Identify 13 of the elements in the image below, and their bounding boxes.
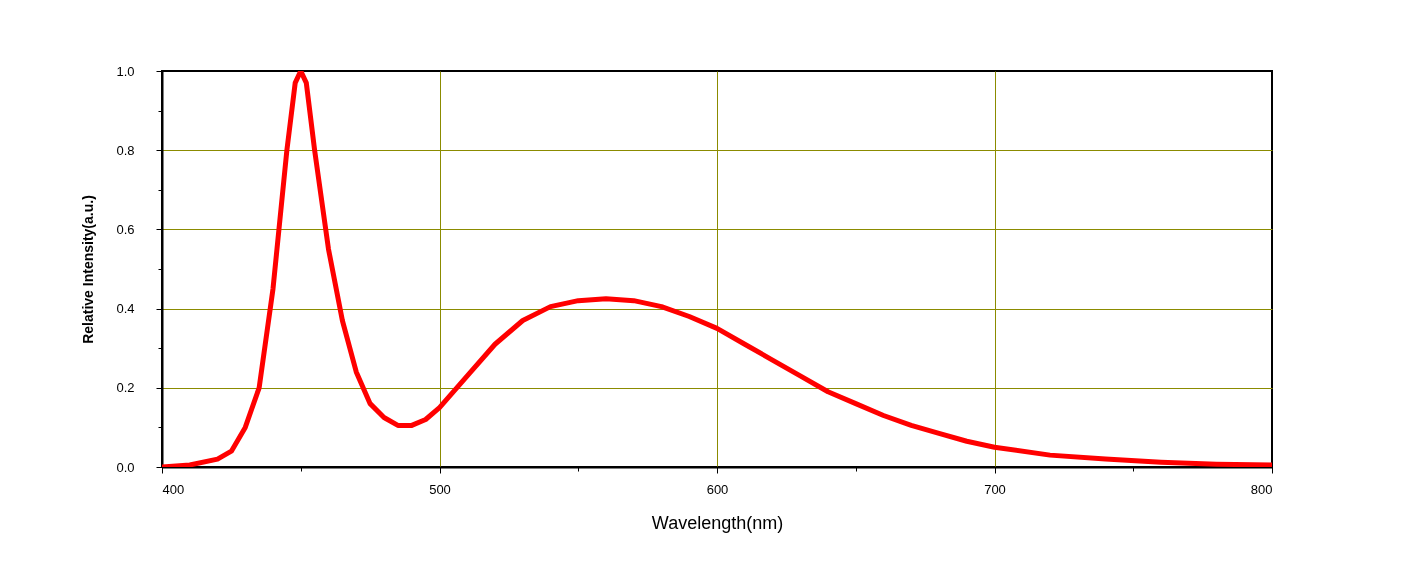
x-axis-title: Wavelength(nm) bbox=[651, 512, 784, 533]
y-axis-title: Relative Intensity(a.u.) bbox=[80, 195, 97, 344]
y-tick-label: 1.0 bbox=[116, 63, 135, 79]
y-tick-label: 0.8 bbox=[116, 142, 135, 158]
x-tick-label: 700 bbox=[984, 481, 1006, 497]
y-tick-label: 0.6 bbox=[116, 221, 135, 237]
x-tick-label: 800 bbox=[1250, 481, 1273, 497]
y-tick-label: 0.4 bbox=[116, 301, 135, 317]
x-tick-label: 500 bbox=[429, 481, 451, 497]
x-tick-label: 600 bbox=[706, 481, 729, 497]
y-tick-label: 0.2 bbox=[116, 380, 135, 396]
y-tick-label: 0.0 bbox=[116, 459, 135, 475]
x-tick-label: 400 bbox=[162, 481, 185, 497]
